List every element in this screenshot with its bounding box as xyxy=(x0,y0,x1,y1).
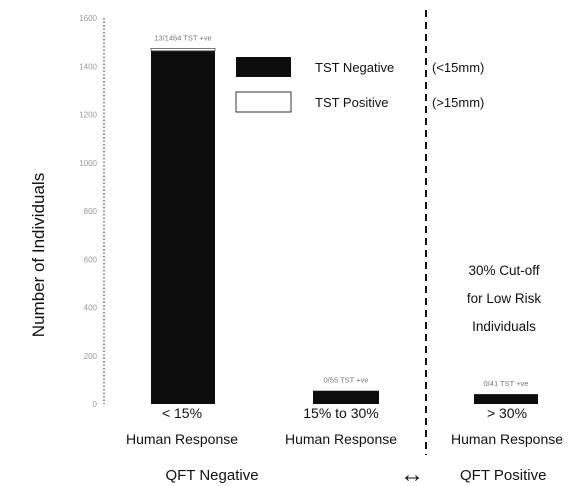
double-arrow-icon: ↔ xyxy=(400,461,424,486)
legend-label-tst-positive: TST Positive xyxy=(315,95,388,110)
y-tick-label: 600 xyxy=(84,255,98,264)
bar-data-label: 0/41 TST +ve xyxy=(484,379,529,388)
y-tick-label: 200 xyxy=(84,352,98,361)
y-tick-label: 0 xyxy=(93,400,98,409)
bar-data-labels: 13/1464 TST +ve 0/55 TST +ve 0/41 TST +ve xyxy=(154,33,528,388)
cutoff-line-2: for Low Risk xyxy=(467,291,542,306)
cutoff-line-3: Individuals xyxy=(472,319,536,334)
bar-tst-negative xyxy=(151,50,215,405)
category-label-lt15: < 15% xyxy=(162,405,202,421)
y-axis-title: Number of Individuals xyxy=(29,173,48,337)
y-tick-labels: 1600 1400 1200 1000 800 600 400 200 0 xyxy=(79,14,97,409)
legend-note-tst-negative: (<15mm) xyxy=(432,60,484,75)
y-tick-label: 1000 xyxy=(79,159,97,168)
group-label-qft-negative: QFT Negative xyxy=(165,467,258,484)
bar-tst-positive xyxy=(150,47,216,52)
legend-note-tst-positive: (>15mm) xyxy=(432,95,484,110)
legend-swatch-tst-positive xyxy=(235,91,292,113)
cutoff-line-1: 30% Cut-off xyxy=(468,263,539,278)
bars xyxy=(150,47,538,405)
category-label-15to30: 15% to 30% xyxy=(303,405,379,421)
x-category-labels: < 15% Human Response 15% to 30% Human Re… xyxy=(126,405,563,447)
bar-tst-negative xyxy=(313,390,379,404)
bar-data-label: 13/1464 TST +ve xyxy=(154,33,211,42)
cutoff-annotation: 30% Cut-off for Low Risk Individuals xyxy=(467,263,542,334)
category-sub-15to30: Human Response xyxy=(285,431,397,447)
y-tick-label: 1400 xyxy=(79,62,97,71)
legend-label-tst-negative: TST Negative xyxy=(315,60,394,75)
y-tick-label: 1600 xyxy=(79,14,97,23)
legend-swatch-tst-negative xyxy=(236,57,291,77)
group-label-qft-positive: QFT Positive xyxy=(460,467,546,484)
y-tick-label: 400 xyxy=(84,304,98,313)
bar-data-label: 0/55 TST +ve xyxy=(324,376,369,385)
category-label-gt30: > 30% xyxy=(487,405,527,421)
legend: TST Negative (<15mm) TST Positive (>15mm… xyxy=(235,57,484,113)
bar-tst-negative xyxy=(474,394,538,404)
y-tick-label: 800 xyxy=(84,207,98,216)
y-tick-label: 1200 xyxy=(79,111,97,120)
category-sub-gt30: Human Response xyxy=(451,431,563,447)
category-sub-lt15: Human Response xyxy=(126,431,238,447)
